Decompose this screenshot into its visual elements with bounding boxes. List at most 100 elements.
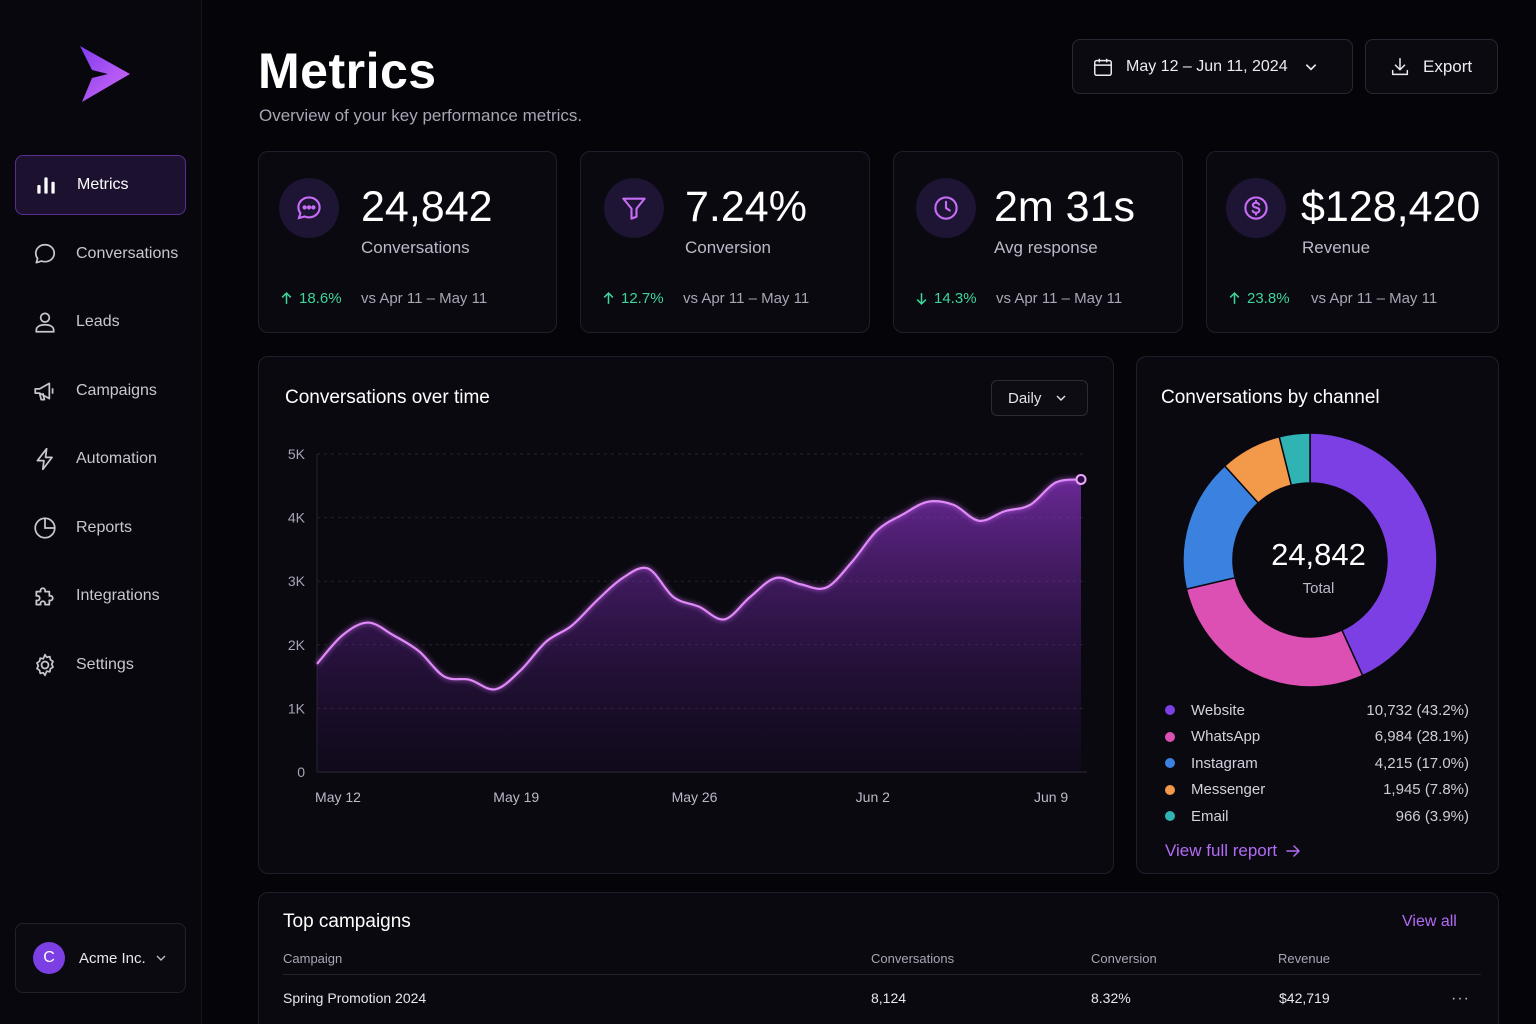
kpi-delta: 14.3% [915, 290, 977, 307]
dollar-icon [1226, 178, 1286, 238]
kpi-delta: 12.7% [602, 290, 664, 307]
kpi-label: Avg response [994, 238, 1098, 257]
legend-label: WhatsApp [1191, 728, 1261, 746]
channel-chart-card: Conversations by channel 24,842 Total We… [1136, 356, 1499, 874]
sidebar-item-integrations[interactable]: Integrations [15, 566, 186, 626]
chart-title: Conversations over time [285, 387, 490, 408]
kpi-label: Conversion [685, 238, 771, 257]
legend-value: 6,984 (28.1%) [1375, 728, 1469, 745]
kpi-compare: vs Apr 11 – May 11 [361, 290, 488, 307]
arrow-right-icon [1286, 845, 1300, 857]
table-title: Top campaigns [283, 911, 411, 932]
kpi-delta-value: 12.7% [621, 290, 664, 307]
arrow-up-icon [1229, 292, 1240, 304]
series-line [316, 478, 1082, 691]
legend-pct: (3.9%) [1424, 807, 1469, 825]
arrow-down-icon [916, 293, 927, 305]
sidebar-item-automation[interactable]: Automation [15, 429, 186, 489]
top-campaigns-card: Top campaigns View all Campaign Conversa… [258, 892, 1499, 1024]
view-all-link[interactable]: View all [1402, 913, 1457, 930]
legend-count: 1,945 [1383, 781, 1421, 799]
legend-item: Instagram 4,215 (17.0%) [1165, 750, 1469, 777]
chevron-down-icon [1305, 63, 1316, 70]
sidebar-item-label: Campaigns [76, 381, 157, 399]
legend-count: 966 [1395, 807, 1421, 825]
legend-pct: (17.0%) [1416, 754, 1469, 772]
chat-bubble-icon [31, 240, 59, 268]
cell-revenue: $42,719 [1279, 990, 1330, 1006]
view-full-report-label: View full report [1165, 841, 1278, 860]
view-full-report-link[interactable]: View full report [1165, 841, 1301, 861]
sidebar-item-label: Automation [76, 450, 157, 467]
export-button[interactable]: Export [1365, 39, 1498, 94]
date-range-picker[interactable]: May 12 – Jun 11, 2024 [1072, 39, 1353, 94]
pie-icon [31, 514, 59, 542]
sidebar-item-metrics[interactable]: Metrics [15, 155, 186, 215]
x-tick-label: Jun 9 [1034, 789, 1068, 805]
sidebar-item-campaigns[interactable]: Campaigns [15, 361, 186, 421]
legend: Website 10,732 (43.2%) WhatsApp 6,984 (2… [1165, 697, 1469, 830]
gear-icon [31, 651, 59, 679]
kpi-delta-value: 23.8% [1247, 290, 1290, 307]
logo-icon [80, 46, 130, 102]
donut-total: 24,842 [1271, 537, 1366, 572]
chevron-down-icon [156, 955, 166, 961]
x-tick-label: May 19 [493, 789, 539, 805]
y-tick-label: 2K [288, 637, 306, 653]
legend-count: 4,215 [1374, 754, 1413, 772]
legend-swatch [1165, 705, 1175, 716]
sidebar-item-settings[interactable]: Settings [15, 635, 186, 695]
more-options-icon[interactable]: ··· [1451, 990, 1470, 1007]
kpi-value: 2m 31s [994, 183, 1136, 231]
legend-item: Messenger 1,945 (7.8%) [1165, 777, 1469, 804]
donut-total-label: Total [1302, 580, 1335, 597]
area-fill [317, 479, 1081, 772]
y-tick-label: 0 [297, 764, 305, 780]
bar-chart-icon [32, 171, 60, 199]
kpi-card-revenue: $128,420 Revenue 23.8% vs Apr 11 – May 1… [1206, 151, 1499, 333]
kpi-delta: 23.8% [1228, 290, 1290, 307]
legend-label: Email [1191, 807, 1229, 825]
legend-pct: (7.8%) [1424, 781, 1469, 799]
user-icon [31, 308, 59, 336]
data-point [1075, 473, 1087, 485]
sidebar: Metrics Conversations Leads Campaigns Au… [0, 0, 202, 1024]
legend-swatch [1165, 731, 1175, 742]
sidebar-item-reports[interactable]: Reports [15, 498, 186, 558]
download-icon [1391, 57, 1409, 75]
kpi-label: Conversations [361, 238, 470, 257]
lightning-icon [31, 445, 59, 473]
sidebar-item-leads[interactable]: Leads [15, 292, 186, 352]
date-range-label: May 12 – Jun 11, 2024 [1126, 57, 1288, 75]
column-header: Conversion [1091, 951, 1157, 966]
legend-label: Instagram [1191, 754, 1258, 772]
kpi-delta: 18.6% [280, 290, 342, 307]
y-tick-label: 5K [288, 446, 306, 462]
kpi-card-avg-response: 2m 31s Avg response 14.3% vs Apr 11 – Ma… [893, 151, 1183, 333]
page-subtitle: Overview of your key performance metrics… [259, 106, 583, 125]
sidebar-item-label: Metrics [77, 176, 129, 193]
y-tick-label: 3K [288, 573, 306, 589]
chart-title: Conversations by channel [1161, 387, 1380, 408]
export-label: Export [1423, 56, 1473, 76]
legend-count: 10,732 [1366, 701, 1413, 719]
legend-item: Website 10,732 (43.2%) [1165, 697, 1469, 724]
period-select-value: Daily [1008, 389, 1042, 407]
puzzle-icon [31, 582, 59, 610]
donut-chart [1182, 432, 1438, 688]
sidebar-nav: Metrics Conversations Leads Campaigns Au… [15, 155, 186, 703]
column-header: Revenue [1278, 951, 1331, 966]
period-select[interactable]: Daily [991, 380, 1088, 416]
avatar: C [33, 942, 65, 974]
kpi-value: 7.24% [685, 183, 807, 231]
sidebar-item-label: Conversations [76, 244, 179, 262]
megaphone-icon [31, 377, 59, 405]
legend-pct: (43.2%) [1416, 701, 1469, 719]
cell-conversion: 8.32% [1091, 990, 1131, 1006]
account-switcher[interactable]: C Acme Inc. [15, 923, 186, 993]
legend-pct: (28.1%) [1416, 728, 1469, 746]
legend-label: Website [1191, 701, 1245, 719]
kpi-value: 24,842 [361, 183, 493, 231]
sidebar-item-conversations[interactable]: Conversations [15, 224, 186, 284]
header-divider [283, 974, 1481, 975]
